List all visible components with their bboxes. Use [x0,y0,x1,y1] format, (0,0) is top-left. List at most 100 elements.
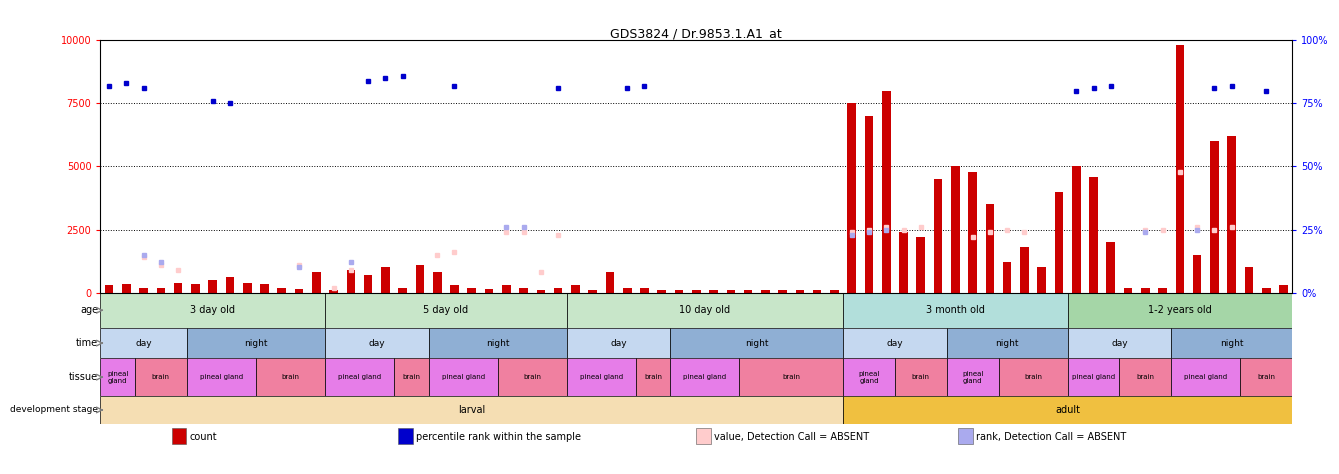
Bar [1020,247,1028,292]
Bar [415,265,424,292]
Text: percentile rank within the sample: percentile rank within the sample [416,431,581,442]
Bar [135,358,186,396]
Bar [1193,255,1201,292]
Text: night: night [1220,338,1244,347]
Bar [1261,288,1271,292]
Bar [122,284,131,292]
Bar [186,358,256,396]
Bar [498,358,566,396]
Bar [882,91,890,292]
Title: GDS3824 / Dr.9853.1.A1_at: GDS3824 / Dr.9853.1.A1_at [611,27,782,40]
Bar [537,290,545,292]
Bar [100,292,325,328]
Text: pineal gland: pineal gland [200,374,242,380]
Bar [813,290,822,292]
Bar [399,288,407,292]
Bar [100,396,844,424]
Bar [566,328,671,358]
Bar [830,290,838,292]
Bar [1106,242,1115,292]
Text: brain: brain [524,374,541,380]
Bar [554,288,562,292]
Bar [226,277,234,292]
Bar [428,328,566,358]
Bar [467,288,477,292]
Text: 1-2 years old: 1-2 years old [1148,305,1212,315]
Bar [1279,285,1288,292]
Bar [566,292,844,328]
Text: pineal gland: pineal gland [683,374,727,380]
Bar [485,289,493,292]
Text: tissue: tissue [68,372,98,382]
Bar [657,290,665,292]
Text: count: count [190,431,217,442]
Bar [1073,166,1081,292]
Bar [623,288,632,292]
Text: day: day [611,338,627,347]
Bar [428,358,498,396]
Bar [432,273,442,292]
Bar [844,292,1067,328]
Bar [739,358,844,396]
Bar [1055,191,1063,292]
Text: brain: brain [281,374,300,380]
Bar [520,288,528,292]
Bar [171,428,186,444]
Bar [1119,358,1172,396]
Text: night: night [244,338,268,347]
Text: pineal gland: pineal gland [442,374,485,380]
Text: night: night [995,338,1019,347]
Bar [1172,328,1292,358]
Bar [778,290,787,292]
Bar [1067,358,1119,396]
Bar [605,273,615,292]
Bar [795,290,805,292]
Bar [1141,288,1150,292]
Bar [157,288,165,292]
Text: age: age [80,305,98,315]
Text: day: day [135,338,151,347]
Bar [1176,46,1184,292]
Bar [844,396,1292,424]
Bar [325,358,394,396]
Bar [186,328,325,358]
Text: pineal
gland: pineal gland [107,371,129,383]
Bar [347,270,355,292]
Bar [761,290,770,292]
Bar [1067,292,1292,328]
Text: 3 day old: 3 day old [190,305,236,315]
Bar [100,328,186,358]
Text: adult: adult [1055,405,1081,415]
Bar [1228,136,1236,292]
Bar [256,358,325,396]
Bar [394,358,428,396]
Bar [325,292,566,328]
Text: brain: brain [782,374,801,380]
Bar [588,290,597,292]
Text: pineal gland: pineal gland [1184,374,1228,380]
Bar [566,358,636,396]
Bar [675,290,683,292]
Bar [1245,267,1253,292]
Bar [844,358,894,396]
Bar [104,285,114,292]
Text: value, Detection Call = ABSENT: value, Detection Call = ABSENT [714,431,869,442]
Bar [399,428,412,444]
Text: development stage: development stage [9,405,98,414]
Text: 3 month old: 3 month old [925,305,984,315]
Text: brain: brain [644,374,661,380]
Bar [671,358,739,396]
Bar [295,289,304,292]
Bar [277,288,287,292]
Bar [364,275,372,292]
Bar [640,288,649,292]
Bar [502,285,510,292]
Bar [671,328,844,358]
Bar [692,290,700,292]
Bar [900,232,908,292]
Bar [191,284,200,292]
Bar [844,328,947,358]
Bar [1240,358,1292,396]
Text: brain: brain [1024,374,1042,380]
Text: brain: brain [402,374,420,380]
